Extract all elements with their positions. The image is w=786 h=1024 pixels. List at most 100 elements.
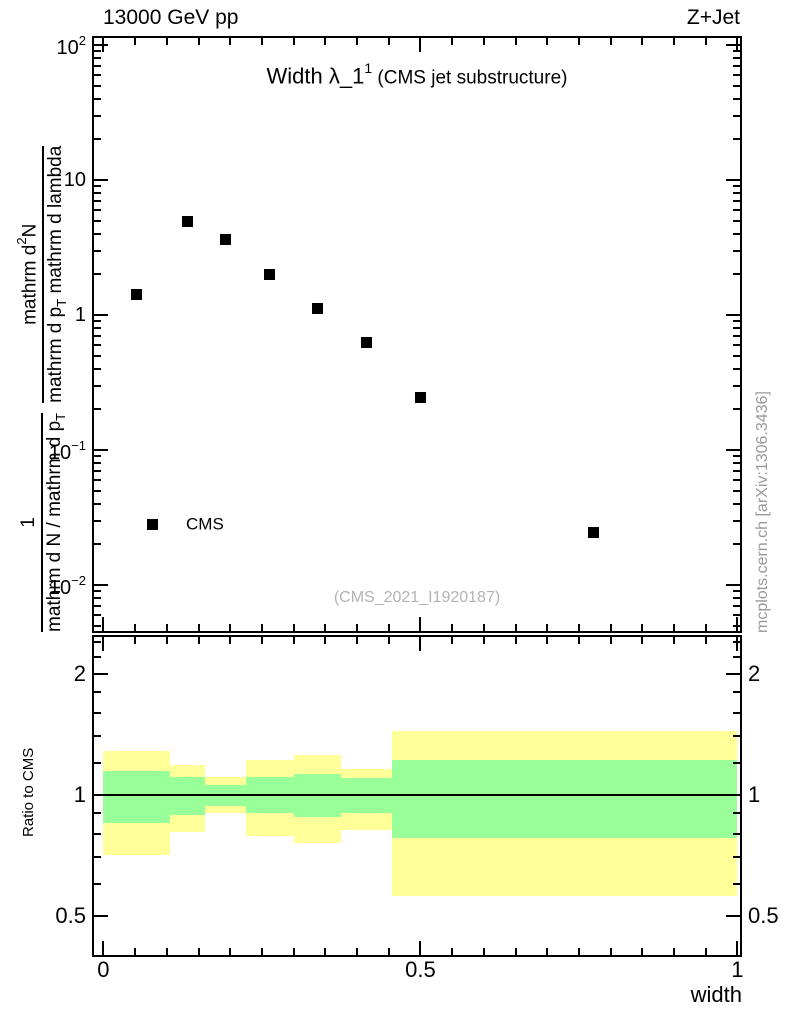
x-tick <box>577 624 580 631</box>
x-tick <box>673 948 675 955</box>
y-tick <box>733 455 740 458</box>
x-tick <box>102 617 105 631</box>
y-tick <box>733 408 740 411</box>
y-tick <box>94 44 108 46</box>
ratio-y-minor-tick <box>733 656 740 659</box>
y-tick <box>94 469 101 472</box>
y-tick <box>733 384 740 387</box>
y-tick <box>733 57 740 60</box>
x-tick <box>546 624 549 631</box>
y-tick <box>94 97 101 100</box>
y-tick <box>733 208 740 211</box>
x-tick <box>102 941 105 955</box>
beam-energy-label: 13000 GeV pp <box>103 6 239 29</box>
y-tick <box>733 343 740 346</box>
y-tick <box>94 519 101 522</box>
x-tick <box>356 637 358 644</box>
data-point <box>181 216 193 228</box>
ratio-y-minor-tick <box>94 883 101 886</box>
x-tick <box>514 637 517 644</box>
x-tick <box>609 637 612 644</box>
inner-uncertainty-band <box>169 776 205 816</box>
x-tick <box>451 624 454 631</box>
x-tick <box>609 624 612 631</box>
ratio-y-minor-tick <box>733 832 740 835</box>
x-tick <box>387 637 390 644</box>
ratio-y-minor-tick <box>94 641 101 644</box>
ratio-y-minor-tick <box>733 691 740 694</box>
process-label: Z+Jet <box>686 6 740 29</box>
y-tick <box>94 249 101 252</box>
y-tick <box>94 343 101 346</box>
y-tick <box>94 590 101 593</box>
y-tick <box>733 502 740 505</box>
analysis-watermark: (CMS_2021_I1920187) <box>333 589 501 606</box>
y-tick <box>733 519 740 522</box>
inner-uncertainty-band <box>448 760 738 839</box>
legend-label: CMS <box>186 514 224 534</box>
x-tick <box>165 948 168 955</box>
x-tick <box>165 38 168 45</box>
ratio-y-minor-tick <box>94 656 101 659</box>
x-tick <box>260 948 263 955</box>
y-tick <box>94 489 101 492</box>
x-tick <box>451 38 454 45</box>
y-tick <box>733 478 740 481</box>
ratio-y-tick-label: 0.5 <box>748 903 779 928</box>
x-tick <box>546 948 549 955</box>
x-tick <box>673 38 675 45</box>
y-tick <box>94 543 101 546</box>
y-tick <box>733 597 740 600</box>
ratio-y-minor-tick <box>733 883 740 886</box>
x-tick <box>609 38 612 45</box>
y-tick <box>94 455 101 458</box>
x-tick <box>419 617 422 631</box>
x-tick <box>641 637 644 644</box>
y-tick-label: 10 <box>63 169 86 191</box>
x-tick <box>134 38 137 45</box>
y-tick <box>733 219 740 222</box>
data-point <box>311 303 323 315</box>
x-tick <box>673 624 675 631</box>
x-tick <box>641 38 644 45</box>
x-tick <box>546 637 549 644</box>
y-tick <box>94 64 101 67</box>
ratio-y-tick <box>726 673 740 675</box>
ratio-y-tick <box>726 915 740 917</box>
y-tick <box>94 50 101 53</box>
y-tick <box>733 97 740 100</box>
data-point <box>131 289 143 301</box>
x-tick <box>419 38 422 52</box>
x-tick <box>356 38 358 45</box>
y-tick <box>733 624 740 627</box>
y-tick <box>733 249 740 252</box>
data-point <box>587 527 599 539</box>
y-tick <box>94 462 101 465</box>
y-tick <box>94 232 101 235</box>
ratio-y-tick <box>94 915 108 917</box>
y-tick <box>733 138 740 141</box>
y-tick <box>733 334 740 337</box>
x-tick <box>482 624 485 631</box>
y-tick-label: 10−1 <box>48 438 86 464</box>
ratio-y-minor-tick <box>94 711 101 714</box>
y-tick <box>733 489 740 492</box>
x-tick <box>134 948 137 955</box>
x-tick <box>292 38 295 45</box>
legend-marker-square <box>147 519 158 530</box>
x-tick <box>577 38 580 45</box>
ratio-plot-frame <box>92 635 742 957</box>
data-point <box>219 233 231 245</box>
x-tick <box>736 637 739 651</box>
y-tick <box>726 449 740 451</box>
x-tick <box>356 948 358 955</box>
y-tick <box>733 185 740 188</box>
x-tick <box>387 624 390 631</box>
x-tick <box>324 948 327 955</box>
y-tick <box>733 354 740 357</box>
data-point <box>264 268 276 280</box>
y-tick <box>94 502 101 505</box>
x-tick <box>165 637 168 644</box>
x-tick <box>229 38 232 45</box>
x-tick <box>165 624 168 631</box>
